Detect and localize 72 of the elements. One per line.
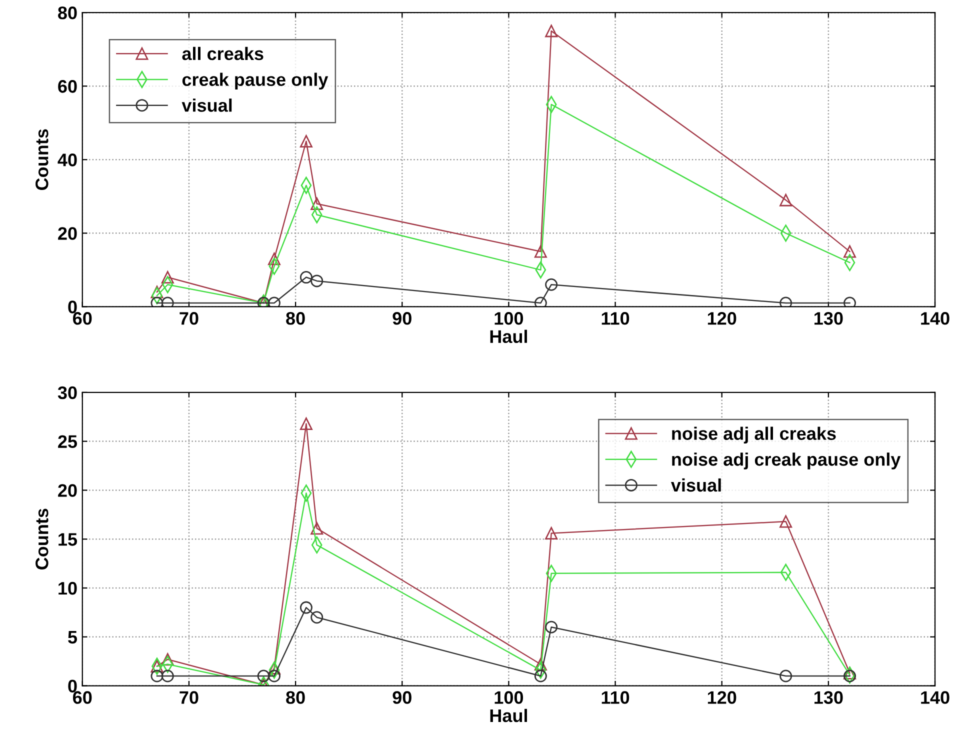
point (310, 197, 324, 210)
point (534, 670, 547, 682)
point (300, 417, 312, 430)
legend-label: visual (670, 478, 721, 492)
x-tick-label: 140 (921, 312, 950, 325)
point (534, 296, 547, 307)
y-tick-label: 0 (68, 300, 77, 314)
point (161, 653, 174, 666)
y-tick-label: 30 (58, 386, 77, 400)
point (150, 660, 164, 672)
x-tick-label: 90 (392, 691, 412, 704)
y-tick-label: 25 (58, 435, 78, 448)
point (545, 278, 558, 291)
y-tick-label: 20 (58, 227, 77, 240)
point (534, 245, 547, 258)
legend-label: all creaks (182, 46, 264, 60)
x-tick-label: 80 (286, 691, 305, 704)
x-tick-label: 120 (708, 691, 736, 704)
x-tick-label: 100 (494, 312, 524, 325)
point (780, 194, 792, 206)
x-axis-title: Haul (490, 330, 527, 344)
point (780, 296, 792, 307)
legend-label: visual (182, 98, 232, 112)
point (843, 245, 856, 258)
point (843, 296, 856, 307)
point (300, 601, 312, 614)
x-tick-label: 140 (921, 691, 950, 704)
point (534, 658, 547, 671)
point (300, 271, 312, 284)
y-tick-label: 5 (68, 631, 78, 644)
point (161, 271, 174, 284)
point (545, 620, 558, 634)
x-tick-label: 100 (494, 691, 524, 704)
x-tick-label: 70 (180, 312, 198, 325)
point (310, 611, 324, 624)
x-tick-label: 130 (814, 312, 843, 325)
x-tick-label: 70 (180, 691, 198, 704)
point (545, 526, 558, 540)
point (780, 515, 792, 528)
legend-label: noise adj all creaks (672, 426, 836, 444)
y-axis-title: Counts (36, 508, 48, 570)
point (150, 670, 164, 682)
y-tick-label: 80 (58, 6, 77, 20)
point (310, 522, 324, 535)
point (161, 670, 174, 682)
point (150, 296, 164, 307)
y-tick-label: 15 (58, 533, 78, 546)
x-tick-label: 90 (392, 312, 412, 325)
y-tick-label: 20 (58, 484, 77, 497)
point (843, 670, 856, 682)
x-tick-label: 80 (286, 312, 305, 325)
x-tick-label: 110 (602, 691, 630, 704)
point (310, 274, 324, 288)
y-tick-label: 60 (58, 80, 77, 93)
point (257, 670, 270, 682)
y-tick-label: 0 (68, 680, 77, 693)
legend-label: creak pause only (182, 72, 328, 90)
point (161, 296, 174, 307)
x-tick-label: 120 (708, 312, 736, 325)
point (300, 134, 312, 148)
x-tick-label: 110 (602, 312, 630, 325)
legend-label: noise adj creak pause only (672, 452, 901, 470)
y-tick-label: 10 (58, 582, 77, 595)
point (780, 670, 792, 682)
point (268, 670, 280, 682)
y-tick-label: 40 (58, 154, 77, 166)
x-axis-title: Haul (490, 708, 527, 722)
point (545, 24, 558, 38)
x-tick-label: 130 (814, 691, 843, 704)
point (268, 252, 280, 266)
point (268, 296, 280, 307)
y-axis-title: Counts (36, 129, 48, 190)
